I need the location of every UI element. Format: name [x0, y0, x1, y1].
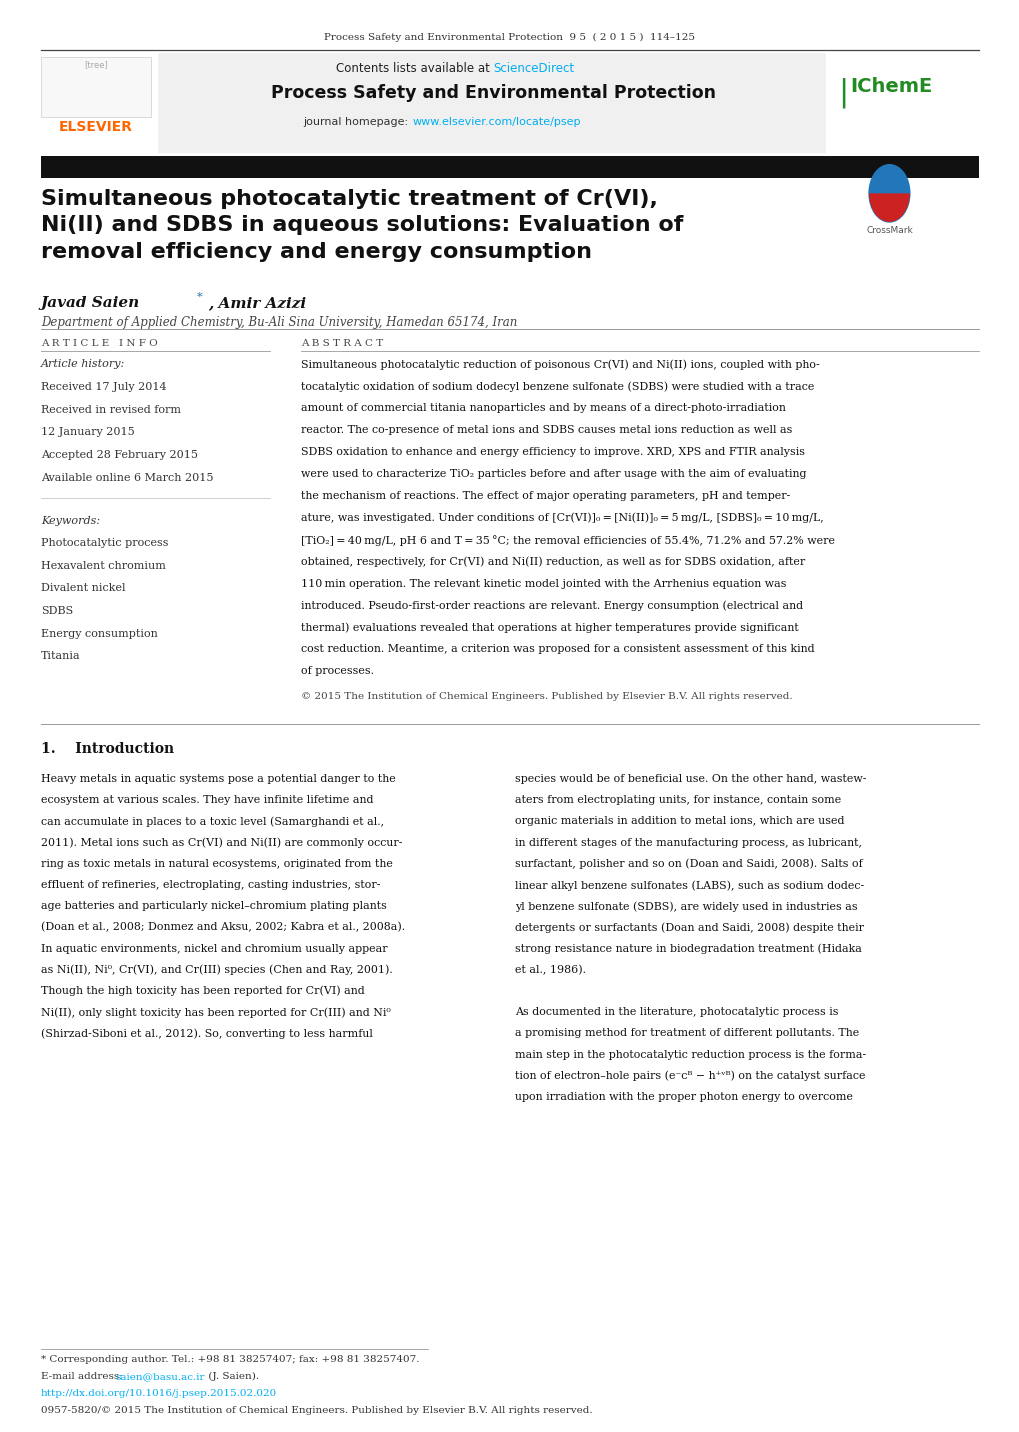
Text: a promising method for treatment of different pollutants. The: a promising method for treatment of diff… [515, 1028, 859, 1038]
Wedge shape [868, 193, 909, 222]
Text: Process Safety and Environmental Protection  9 5  ( 2 0 1 5 )  114–125: Process Safety and Environmental Protect… [324, 33, 695, 42]
Text: in different stages of the manufacturing process, as lubricant,: in different stages of the manufacturing… [515, 838, 861, 848]
Text: Simultaneous photocatalytic reduction of poisonous Cr(VI) and Ni(II) ions, coupl: Simultaneous photocatalytic reduction of… [301, 359, 819, 369]
Text: saien@basu.ac.ir: saien@basu.ac.ir [115, 1372, 205, 1380]
Text: http://dx.doi.org/10.1016/j.psep.2015.02.020: http://dx.doi.org/10.1016/j.psep.2015.02… [41, 1389, 277, 1398]
Text: , Amir Azizi: , Amir Azizi [208, 296, 306, 311]
Text: Divalent nickel: Divalent nickel [41, 583, 125, 593]
Text: Received in revised form: Received in revised form [41, 405, 180, 415]
Text: SDBS: SDBS [41, 606, 73, 616]
Text: strong resistance nature in biodegradation treatment (Hidaka: strong resistance nature in biodegradati… [515, 944, 861, 954]
Text: age batteries and particularly nickel–chromium plating plants: age batteries and particularly nickel–ch… [41, 901, 386, 911]
Text: E-mail address:: E-mail address: [41, 1372, 125, 1380]
Text: were used to characterize TiO₂ particles before and after usage with the aim of : were used to characterize TiO₂ particles… [301, 468, 806, 478]
Text: upon irradiation with the proper photon energy to overcome: upon irradiation with the proper photon … [515, 1091, 852, 1101]
Text: 12 January 2015: 12 January 2015 [41, 427, 135, 437]
Text: ring as toxic metals in natural ecosystems, originated from the: ring as toxic metals in natural ecosyste… [41, 859, 392, 869]
FancyBboxPatch shape [158, 53, 825, 153]
Text: Keywords:: Keywords: [41, 516, 100, 526]
Text: Though the high toxicity has been reported for Cr(VI) and: Though the high toxicity has been report… [41, 985, 364, 997]
Text: ELSEVIER: ELSEVIER [59, 120, 132, 135]
Text: CrossMark: CrossMark [865, 226, 912, 235]
Text: tion of electron–hole pairs (e⁻ᴄᴮ − h⁺ᵛᴮ) on the catalyst surface: tion of electron–hole pairs (e⁻ᴄᴮ − h⁺ᵛᴮ… [515, 1071, 865, 1081]
Text: linear alkyl benzene sulfonates (LABS), such as sodium dodec-: linear alkyl benzene sulfonates (LABS), … [515, 879, 863, 891]
Text: *: * [197, 292, 203, 302]
Text: © 2015 The Institution of Chemical Engineers. Published by Elsevier B.V. All rig: © 2015 The Institution of Chemical Engin… [301, 692, 792, 702]
Text: as Ni(II), Ni⁰, Cr(VI), and Cr(III) species (Chen and Ray, 2001).: as Ni(II), Ni⁰, Cr(VI), and Cr(III) spec… [41, 965, 392, 975]
Text: (Doan et al., 2008; Donmez and Aksu, 2002; Kabra et al., 2008a).: (Doan et al., 2008; Donmez and Aksu, 200… [41, 922, 405, 932]
Text: Energy consumption: Energy consumption [41, 629, 158, 639]
Text: thermal) evaluations revealed that operations at higher temperatures provide sig: thermal) evaluations revealed that opera… [301, 623, 798, 633]
Text: reactor. The co-presence of metal ions and SDBS causes metal ions reduction as w: reactor. The co-presence of metal ions a… [301, 425, 792, 435]
Text: [TiO₂] = 40 mg/L, pH 6 and T = 35 °C; the removal efficiencies of 55.4%, 71.2% a: [TiO₂] = 40 mg/L, pH 6 and T = 35 °C; th… [301, 534, 835, 546]
Text: [tree]: [tree] [84, 60, 108, 69]
Text: Process Safety and Environmental Protection: Process Safety and Environmental Protect… [271, 84, 715, 103]
Text: Simultaneous photocatalytic treatment of Cr(VI),
Ni(II) and SDBS in aqueous solu: Simultaneous photocatalytic treatment of… [41, 189, 683, 262]
Text: As documented in the literature, photocatalytic process is: As documented in the literature, photoca… [515, 1007, 838, 1017]
Text: Article history:: Article history: [41, 359, 125, 369]
Text: IChemE: IChemE [850, 77, 932, 96]
Text: Ni(II), only slight toxicity has been reported for Cr(III) and Ni⁰: Ni(II), only slight toxicity has been re… [41, 1007, 390, 1018]
Text: introduced. Pseudo-first-order reactions are relevant. Energy consumption (elect: introduced. Pseudo-first-order reactions… [301, 600, 802, 611]
Text: A R T I C L E   I N F O: A R T I C L E I N F O [41, 339, 157, 348]
Text: SDBS oxidation to enhance and energy efficiency to improve. XRD, XPS and FTIR an: SDBS oxidation to enhance and energy eff… [301, 447, 804, 457]
Text: Accepted 28 February 2015: Accepted 28 February 2015 [41, 450, 198, 460]
Text: Department of Applied Chemistry, Bu-Ali Sina University, Hamedan 65174, Iran: Department of Applied Chemistry, Bu-Ali … [41, 316, 517, 329]
Text: can accumulate in places to a toxic level (Samarghandi et al.,: can accumulate in places to a toxic leve… [41, 816, 383, 826]
Text: et al., 1986).: et al., 1986). [515, 965, 586, 975]
Text: journal homepage:: journal homepage: [304, 117, 412, 127]
Text: of processes.: of processes. [301, 666, 374, 676]
Text: 0957-5820/© 2015 The Institution of Chemical Engineers. Published by Elsevier B.: 0957-5820/© 2015 The Institution of Chem… [41, 1406, 592, 1415]
Text: Titania: Titania [41, 652, 81, 662]
Text: (J. Saien).: (J. Saien). [205, 1372, 259, 1380]
Text: tocatalytic oxidation of sodium dodecyl benzene sulfonate (SDBS) were studied wi: tocatalytic oxidation of sodium dodecyl … [301, 381, 813, 392]
Text: 110 min operation. The relevant kinetic model jointed with the Arrhenius equatio: 110 min operation. The relevant kinetic … [301, 579, 786, 589]
FancyBboxPatch shape [41, 156, 978, 178]
FancyBboxPatch shape [41, 57, 151, 117]
Text: ScienceDirect: ScienceDirect [493, 62, 575, 74]
Text: Received 17 July 2014: Received 17 July 2014 [41, 382, 166, 392]
Text: detergents or surfactants (Doan and Saidi, 2008) despite their: detergents or surfactants (Doan and Said… [515, 922, 863, 932]
Text: Heavy metals in aquatic systems pose a potential danger to the: Heavy metals in aquatic systems pose a p… [41, 773, 395, 783]
Text: aters from electroplating units, for instance, contain some: aters from electroplating units, for ins… [515, 795, 841, 805]
Text: Contents lists available at: Contents lists available at [335, 62, 493, 74]
Text: A B S T R A C T: A B S T R A C T [301, 339, 383, 348]
Text: Javad Saien: Javad Saien [41, 296, 140, 311]
Text: organic materials in addition to metal ions, which are used: organic materials in addition to metal i… [515, 816, 844, 826]
Text: amount of commercial titania nanoparticles and by means of a direct-photo-irradi: amount of commercial titania nanoparticl… [301, 404, 785, 414]
Text: Available online 6 March 2015: Available online 6 March 2015 [41, 473, 213, 483]
Text: ecosystem at various scales. They have infinite lifetime and: ecosystem at various scales. They have i… [41, 795, 373, 805]
Text: yl benzene sulfonate (SDBS), are widely used in industries as: yl benzene sulfonate (SDBS), are widely … [515, 901, 857, 912]
Text: (Shirzad-Siboni et al., 2012). So, converting to less harmful: (Shirzad-Siboni et al., 2012). So, conve… [41, 1028, 372, 1038]
Text: species would be of beneficial use. On the other hand, wastew-: species would be of beneficial use. On t… [515, 773, 866, 783]
Text: obtained, respectively, for Cr(VI) and Ni(II) reduction, as well as for SDBS oxi: obtained, respectively, for Cr(VI) and N… [301, 557, 804, 567]
Text: ature, was investigated. Under conditions of [Cr(VI)]₀ = [Ni(II)]₀ = 5 mg/L, [SD: ature, was investigated. Under condition… [301, 513, 823, 523]
Text: 2011). Metal ions such as Cr(VI) and Ni(II) are commonly occur-: 2011). Metal ions such as Cr(VI) and Ni(… [41, 838, 401, 848]
Text: In aquatic environments, nickel and chromium usually appear: In aquatic environments, nickel and chro… [41, 944, 387, 954]
Text: 1.    Introduction: 1. Introduction [41, 742, 174, 756]
Text: surfactant, polisher and so on (Doan and Saidi, 2008). Salts of: surfactant, polisher and so on (Doan and… [515, 859, 862, 869]
Text: * Corresponding author. Tel.: +98 81 38257407; fax: +98 81 38257407.: * Corresponding author. Tel.: +98 81 382… [41, 1355, 419, 1363]
Text: the mechanism of reactions. The effect of major operating parameters, pH and tem: the mechanism of reactions. The effect o… [301, 491, 790, 501]
Text: cost reduction. Meantime, a criterion was proposed for a consistent assessment o: cost reduction. Meantime, a criterion wa… [301, 644, 814, 654]
Text: main step in the photocatalytic reduction process is the forma-: main step in the photocatalytic reductio… [515, 1050, 865, 1060]
Text: Photocatalytic process: Photocatalytic process [41, 538, 168, 548]
Text: Hexavalent chromium: Hexavalent chromium [41, 561, 165, 571]
Circle shape [868, 165, 909, 222]
Text: effluent of refineries, electroplating, casting industries, stor-: effluent of refineries, electroplating, … [41, 879, 380, 889]
Text: www.elsevier.com/locate/psep: www.elsevier.com/locate/psep [412, 117, 580, 127]
Text: |: | [838, 77, 848, 107]
